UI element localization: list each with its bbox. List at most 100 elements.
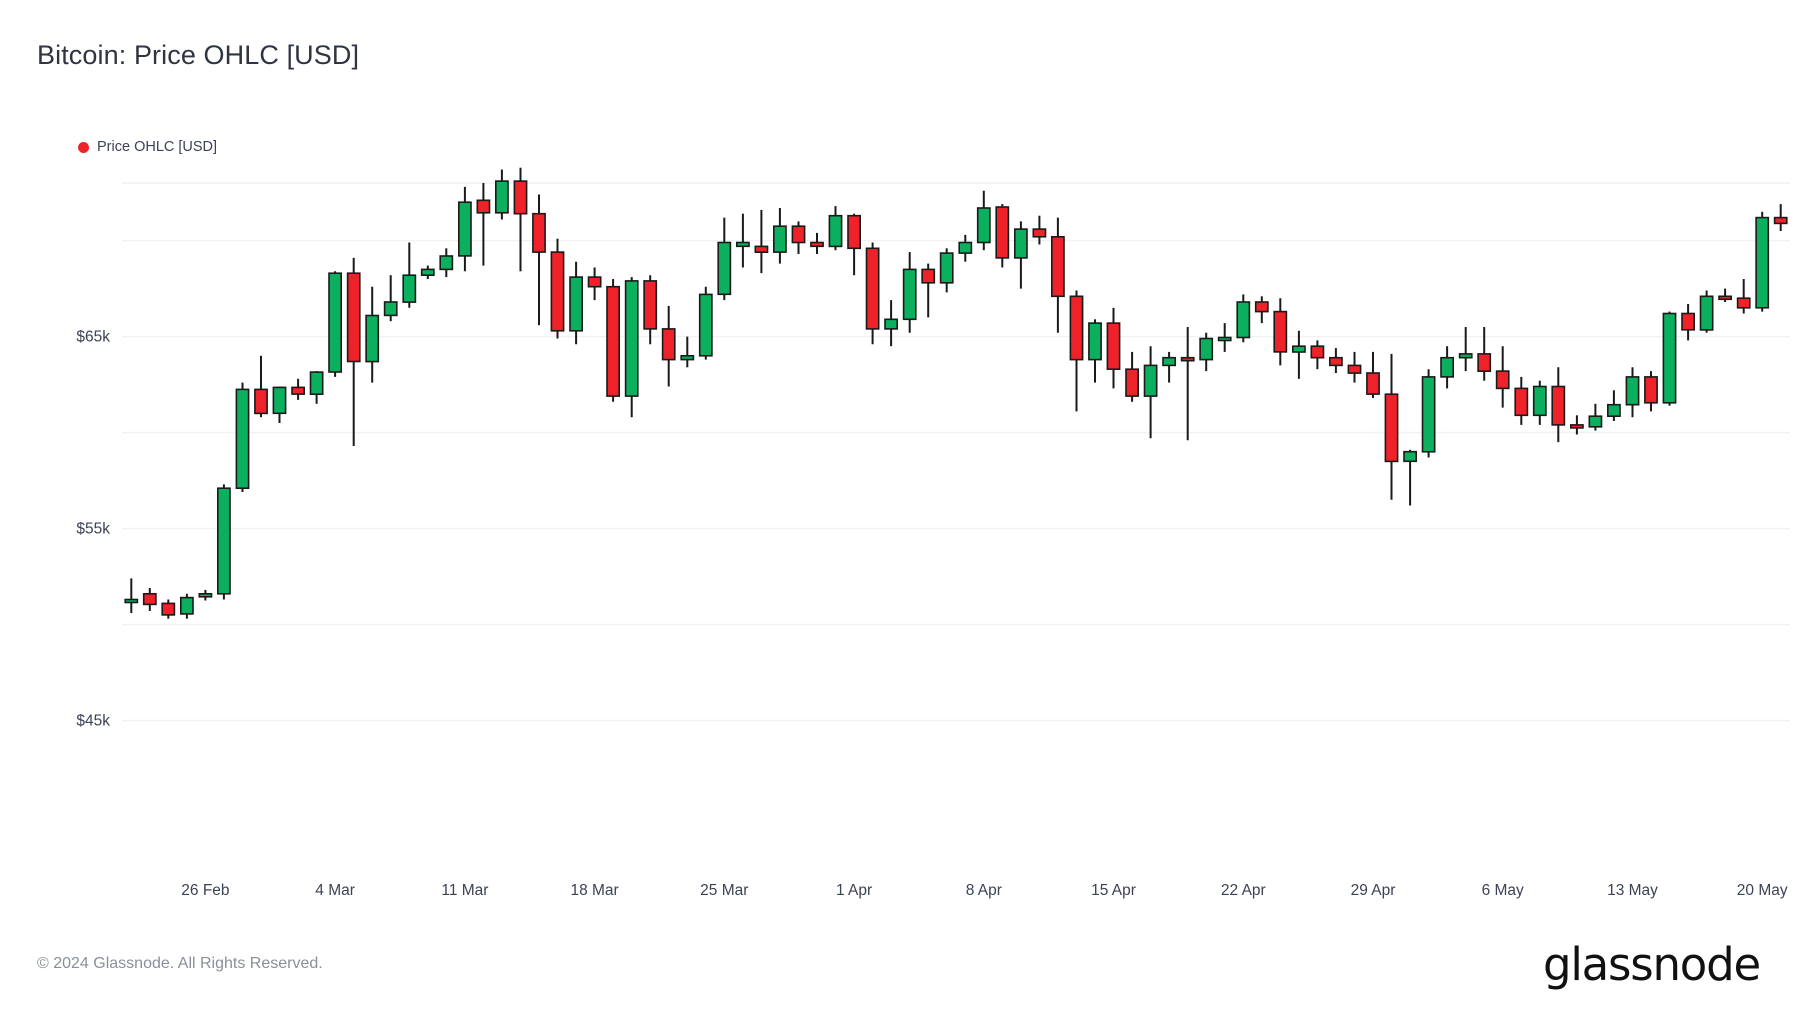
candle-body [1199,337,1214,361]
candle [124,578,139,613]
candle-body [569,276,583,332]
y-axis-tick-label: $65k [76,329,110,346]
candle [1013,221,1028,289]
candle [1699,290,1714,333]
candle [1625,367,1640,418]
candle-body [810,241,824,248]
candle [1069,290,1084,412]
candle-body [680,354,695,361]
candle-body [1514,387,1529,417]
candle-body [180,596,194,615]
candle [1514,376,1529,425]
candle-body [532,212,546,253]
candle [791,221,806,254]
candle [661,305,676,387]
candle-body [1273,310,1288,353]
candle-body [1143,364,1158,397]
copyright-text: © 2024 Glassnode. All Rights Reserved. [37,955,323,972]
candle-body [494,180,509,214]
x-axis-tick-label: 6 May [1482,882,1524,899]
candle [1180,327,1195,441]
x-axis-labels: 26 Feb 4 Mar 11 Mar 18 Mar 25 Mar 1 Apr 8 Apr 1… [181,882,1788,899]
candle [1329,348,1343,373]
candle-body [1088,322,1102,361]
candle-body [1384,393,1399,463]
candle [754,209,769,274]
candle [402,242,417,308]
candle-body [328,272,342,373]
candle-body [1032,228,1047,238]
candle-body [1532,385,1547,417]
candle-body [995,206,1010,259]
candle [1088,319,1102,383]
x-axis-tick-label: 29 Apr [1351,882,1396,899]
candle-body [457,201,472,257]
candle [235,382,250,492]
candle [1384,353,1399,500]
candle-body [1551,385,1566,426]
candle-body [1403,450,1417,463]
candle [1106,307,1121,389]
candle-body [1625,376,1640,406]
x-axis-tick-label: 25 Mar [700,882,748,899]
candle [513,167,528,272]
candle-body [717,241,732,296]
candle [735,213,750,268]
candle [1292,330,1306,379]
candle-body [624,280,639,397]
candle [291,378,305,400]
candle-body [1013,228,1028,259]
candle [1236,294,1251,343]
candle [828,206,843,251]
candle [1032,215,1047,245]
candle [1273,298,1288,366]
candle [1607,390,1621,421]
candle [1551,367,1566,443]
chart-legend[interactable]: Price OHLC [USD] [78,139,217,155]
candle-body [217,487,231,595]
candle-body [1736,297,1751,309]
candle-body [939,252,954,284]
candle [1051,217,1065,333]
candle-body [1180,356,1195,362]
candle [1773,204,1788,231]
candle [161,599,176,619]
candle-body [309,371,324,396]
candle-body [365,314,380,363]
candle-body [643,280,658,330]
gridlines [122,182,1790,722]
candle [939,248,954,293]
candle-body [735,241,750,248]
candle [198,589,213,601]
candle-body [1125,368,1139,397]
candle-body [847,214,861,250]
candle-body [976,207,991,244]
candle-body [661,328,676,361]
candle [902,252,917,333]
candle-body [902,268,917,321]
x-axis-tick-label: 11 Mar [441,882,488,899]
candle-body [161,602,176,616]
candle-body [124,598,139,604]
candle-body [383,301,398,317]
candle [606,279,620,402]
candle [532,194,546,326]
candle-body [142,592,157,606]
candle [1532,380,1547,425]
candle-body [439,255,454,271]
candle-body [402,274,417,303]
candle [587,267,602,301]
candle [1755,211,1770,312]
candle [494,169,509,220]
candle [1477,327,1492,381]
candle [1125,351,1139,402]
candle [180,593,194,619]
candle [383,275,398,322]
candle-body [1495,370,1510,390]
candle-body [476,199,491,214]
candle [346,257,361,446]
candle-body [921,268,936,284]
candle-body [1347,364,1362,374]
